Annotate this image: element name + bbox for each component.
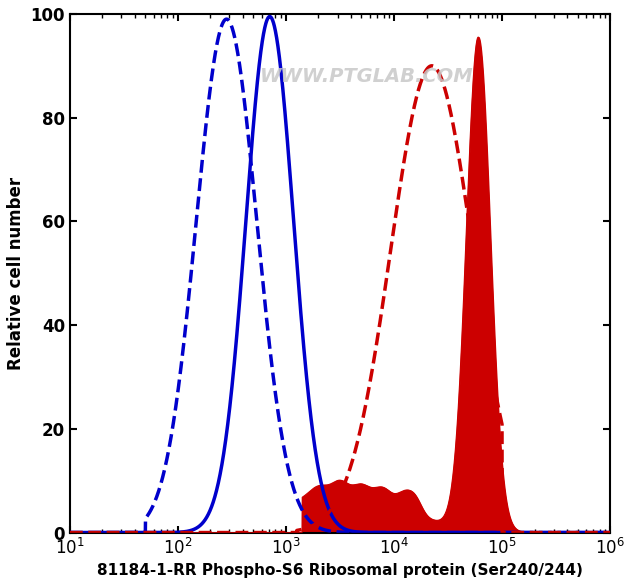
Text: WWW.PTGLAB.COM: WWW.PTGLAB.COM <box>260 67 474 85</box>
Y-axis label: Relative cell number: Relative cell number <box>7 177 25 370</box>
X-axis label: 81184-1-RR Phospho-S6 Ribosomal protein (Ser240/244): 81184-1-RR Phospho-S6 Ribosomal protein … <box>97 563 583 578</box>
